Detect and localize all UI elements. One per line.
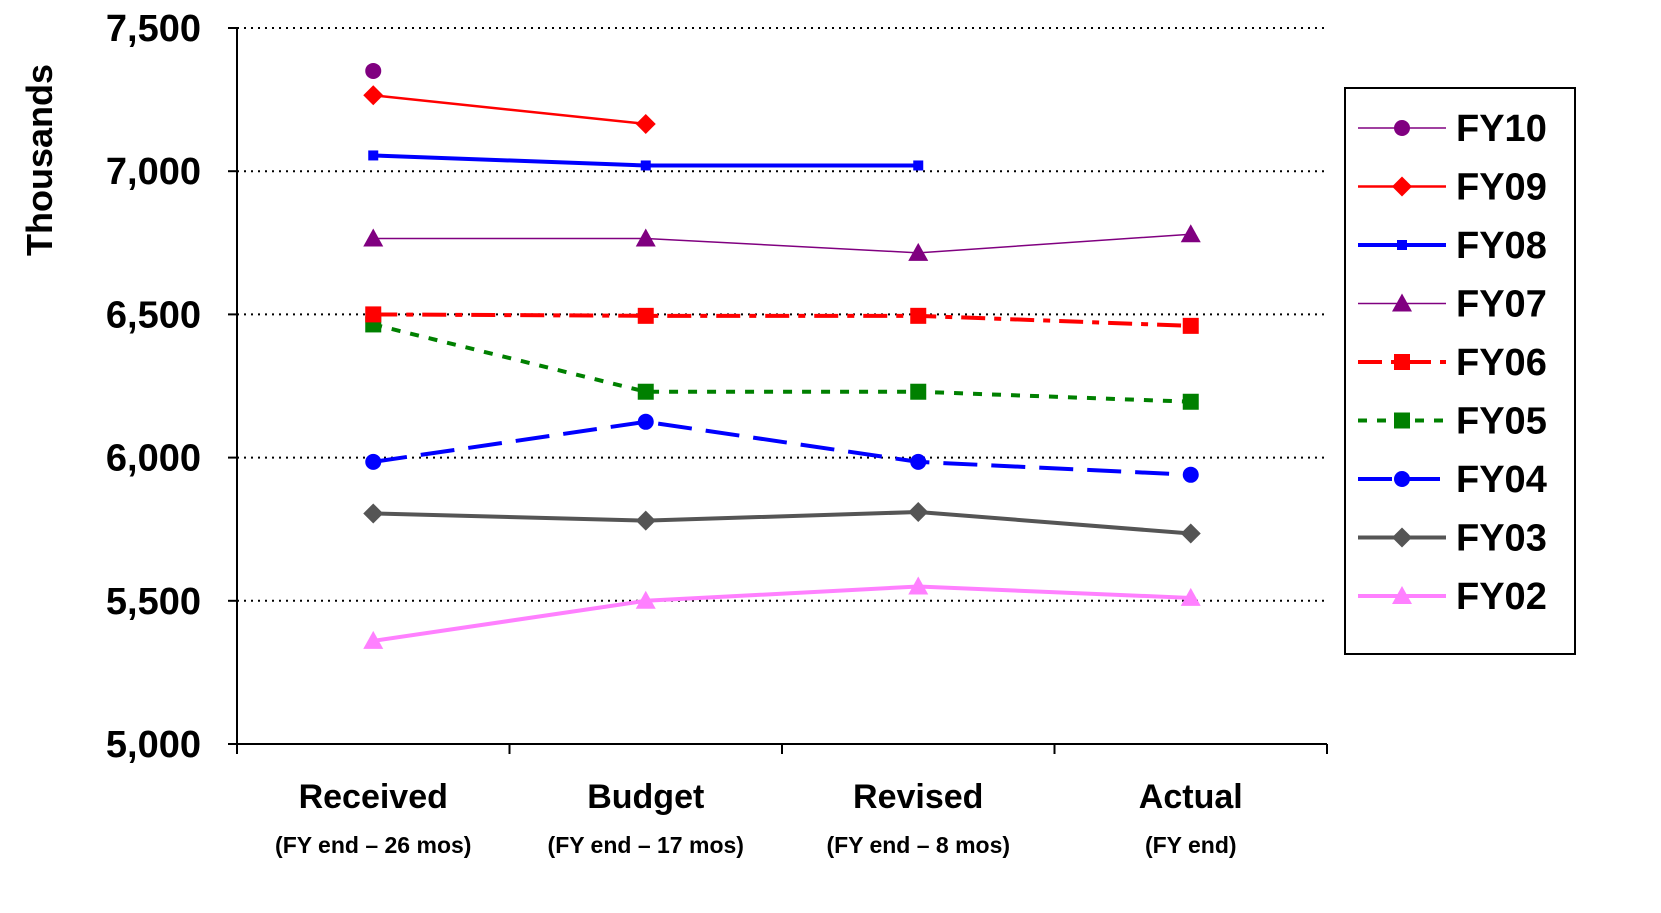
data-point <box>635 228 656 247</box>
data-point <box>1392 293 1412 312</box>
data-point <box>1394 120 1410 136</box>
legend-label: FY04 <box>1456 459 1547 501</box>
series-fy02 <box>363 576 1201 649</box>
data-point <box>910 383 927 400</box>
legend-entry: FY02 <box>1358 576 1547 618</box>
data-point <box>363 85 384 106</box>
legend-label: FY07 <box>1456 284 1547 326</box>
data-point <box>1180 224 1201 243</box>
series-lines <box>363 62 1201 649</box>
legend-box <box>1344 87 1576 655</box>
y-tick-label: 6,500 <box>106 294 201 336</box>
series-fy08 <box>368 150 924 171</box>
legend-entry: FY07 <box>1358 284 1547 326</box>
legend-label: FY10 <box>1456 108 1547 150</box>
legend-entry: FY04 <box>1358 459 1547 501</box>
legend-entry: FY09 <box>1358 167 1547 209</box>
legend-label: FY06 <box>1456 342 1547 384</box>
series-fy07 <box>363 224 1201 261</box>
x-tick-label: Received <box>299 778 448 816</box>
series-line <box>372 322 1191 404</box>
series-line <box>373 510 1191 536</box>
data-point <box>637 383 654 400</box>
legend-label: FY08 <box>1456 225 1547 267</box>
data-point <box>1182 393 1199 410</box>
series-line <box>372 584 1191 643</box>
axes <box>228 27 1328 754</box>
series-line <box>372 419 1191 477</box>
x-tick-sublabel: (FY end – 26 mos) <box>275 832 471 858</box>
series-fy03 <box>363 502 1201 544</box>
data-point <box>363 228 384 247</box>
data-point <box>640 160 651 171</box>
series-fy09 <box>363 85 656 134</box>
data-point <box>1392 586 1412 604</box>
legend-entry: FY10 <box>1358 108 1547 150</box>
legend-label: FY03 <box>1456 518 1547 560</box>
data-point <box>1180 587 1201 606</box>
x-tick-label: Budget <box>587 778 704 816</box>
y-tick-label: 7,500 <box>106 8 201 50</box>
data-point <box>365 306 382 323</box>
data-point <box>910 453 927 470</box>
data-point <box>1180 523 1201 544</box>
data-point <box>635 510 656 531</box>
y-tick-label: 6,000 <box>106 438 201 480</box>
y-axis-title: Thousands <box>19 64 60 256</box>
data-point <box>363 630 384 649</box>
data-point <box>637 307 654 324</box>
series-fy06 <box>365 306 1199 334</box>
data-point <box>913 160 924 171</box>
data-point <box>365 453 382 470</box>
data-point <box>910 307 927 324</box>
series-fy05 <box>365 316 1199 410</box>
data-point <box>1392 176 1412 197</box>
y-tick-label: 7,000 <box>106 151 201 193</box>
data-point <box>908 502 929 523</box>
data-point <box>637 413 654 430</box>
data-point <box>1394 412 1410 429</box>
y-tick-label: 5,000 <box>106 724 201 766</box>
data-point <box>635 590 656 609</box>
x-tick-sublabel: (FY end) <box>1145 832 1237 858</box>
axis-labels: 5,000 5,500 6,000 6,500 7,000 7,500 Received (F… <box>106 8 1243 858</box>
data-point <box>1394 354 1410 370</box>
data-point <box>1397 240 1407 250</box>
series-fy04 <box>365 413 1199 483</box>
legend-label: FY02 <box>1456 576 1547 618</box>
data-point <box>635 113 656 134</box>
legend-entry: FY06 <box>1358 342 1547 384</box>
legend-entry: FY05 <box>1358 401 1547 443</box>
legend-label: FY09 <box>1456 167 1547 209</box>
data-point <box>908 242 929 261</box>
series-line <box>373 233 1191 254</box>
data-point <box>1182 317 1199 334</box>
data-point <box>1182 466 1199 483</box>
data-point <box>368 150 379 161</box>
legend-entry: FY08 <box>1358 225 1547 267</box>
x-tick-label: Actual <box>1139 778 1243 816</box>
data-point <box>365 62 382 79</box>
legend-label: FY05 <box>1456 401 1547 443</box>
series-line <box>373 94 646 126</box>
data-point <box>1394 471 1410 487</box>
x-tick-sublabel: (FY end – 17 mos) <box>548 832 744 858</box>
data-point <box>908 576 929 595</box>
legend-entry: FY03 <box>1358 518 1547 560</box>
series-line <box>373 312 1191 328</box>
x-tick-sublabel: (FY end – 8 mos) <box>826 832 1010 858</box>
data-point <box>1392 527 1412 548</box>
x-tick-label: Revised <box>853 778 983 816</box>
series-fy10 <box>365 62 382 79</box>
y-tick-label: 5,500 <box>106 581 201 623</box>
data-point <box>363 503 384 524</box>
legend: FY10 FY09 FY08 FY07 FY06 FY05 FY04 FY03 FY02 <box>1344 87 1576 655</box>
